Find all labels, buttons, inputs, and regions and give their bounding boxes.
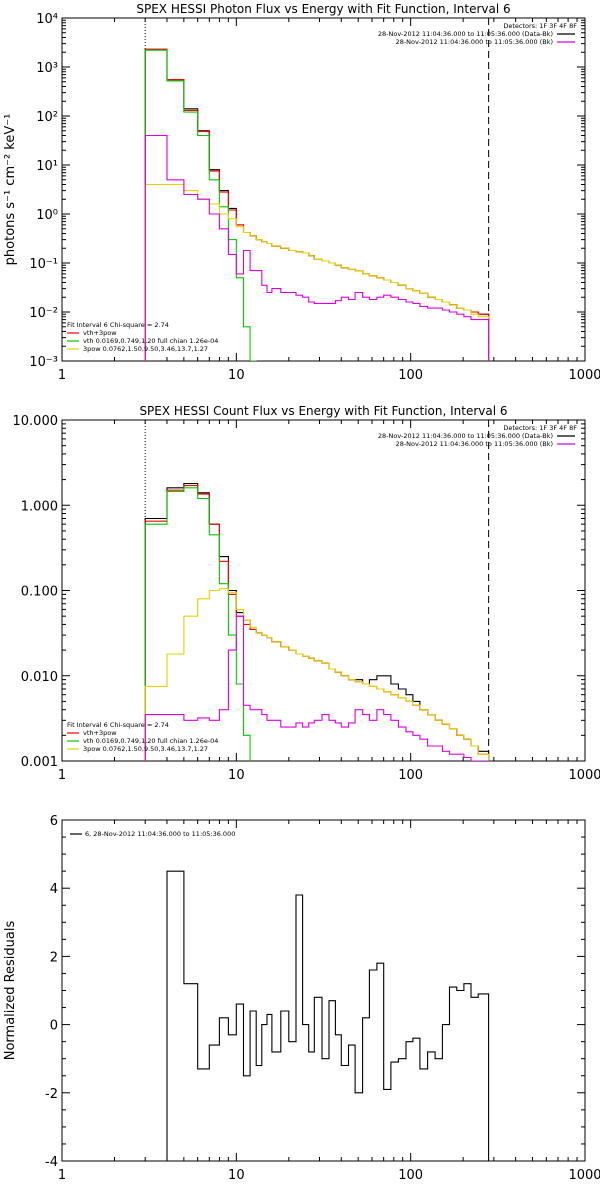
chart-title: SPEX HESSI Count Flux vs Energy with Fit… (139, 404, 507, 418)
legend-entry-label: vth 0.0169,0.749,1.20 full chian 1.26e-0… (83, 337, 218, 345)
series-group (145, 49, 488, 376)
y-tick-label: 6 (50, 814, 58, 829)
y-tick-label: 10⁻² (29, 306, 58, 321)
plot-frame (62, 820, 585, 1161)
x-tick-label: 10 (228, 368, 245, 383)
x-tick-label: 1000 (568, 1168, 600, 1183)
legend-entry-label: 28-Nov-2012 11:04:36.000 to 11:05:36.000… (396, 440, 553, 448)
legend-entry-label: 28-Nov-2012 11:04:36.000 to 11:05:36.000… (396, 38, 553, 46)
y-tick-label: 10⁰ (36, 208, 58, 223)
y-tick-label: 0.010 (21, 670, 58, 685)
legend-bottom: Fit Interval 6 Chi-square = 2.74vth+3pow… (67, 721, 218, 753)
legend-entry-label: 28-Nov-2012 11:04:36.000 to 11:05:36.000… (378, 432, 553, 440)
series-group (145, 871, 488, 1161)
y-tick-label: 0.001 (21, 755, 58, 770)
y-tick-label: 10⁻¹ (29, 257, 58, 272)
y-axis-label: Normalized Residuals (3, 921, 18, 1061)
x-tick-label: 10 (228, 1168, 245, 1183)
y-tick-label: 1.000 (21, 499, 58, 514)
plot-frame (62, 420, 585, 761)
legend-entry-label: vth 0.0169,0.749,1.20 full chian 1.26e-0… (83, 737, 218, 745)
y-tick-label: 10³ (36, 61, 58, 76)
y-tick-label: 10⁴ (36, 12, 58, 27)
legend-title: Detectors: 1F 3F 4F 8F (503, 424, 577, 432)
chart-title: SPEX HESSI Photon Flux vs Energy with Fi… (136, 2, 510, 16)
x-tick-label: 1 (58, 368, 66, 383)
legend-top: 6, 28-Nov-2012 11:04:36.000 to 11:05:36.… (70, 830, 235, 838)
chart-panel-1: SPEX HESSI Photon Flux vs Energy with Fi… (3, 2, 600, 383)
x-tick-label: 10 (228, 768, 245, 783)
series-line-data-bk (145, 49, 488, 363)
y-tick-label: 0 (50, 1019, 58, 1034)
legend-bottom: Fit Interval 6 Chi-square = 2.74vth+3pow… (67, 321, 218, 353)
chart-panel-3: 1 10 100 1000 -4 -2 0 2 4 6 Normalized Residuals 6,… (3, 814, 600, 1183)
x-tick-label: 100 (398, 1168, 423, 1183)
x-tick-label: 1000 (568, 368, 600, 383)
x-tick-label: 1000 (568, 768, 600, 783)
y-tick-label: 2 (50, 950, 58, 965)
legend-title: Detectors: 1F 3F 4F 8F (503, 22, 577, 30)
y-tick-label: 4 (50, 882, 58, 897)
y-tick-label: 10.000 (13, 414, 59, 429)
x-tick-label: 1 (58, 768, 66, 783)
legend-entry-label: 3pow 0.0762,1.50,9.50,3.46,13.7,1.27 (83, 345, 208, 353)
legend-entry-label: vth+3pow (83, 729, 117, 737)
legend-entry-label: vth+3pow (83, 329, 117, 337)
plot-frame (62, 18, 585, 361)
y-axis-label: photons s⁻¹ cm⁻² keV⁻¹ (3, 114, 18, 266)
fit-summary: Fit Interval 6 Chi-square = 2.74 (67, 321, 169, 329)
x-tick-label: 100 (398, 768, 423, 783)
y-tick-label: 10¹ (36, 159, 58, 174)
series-group (145, 484, 488, 770)
fit-summary: Fit Interval 6 Chi-square = 2.74 (67, 721, 169, 729)
y-tick-label: 10² (36, 110, 58, 125)
legend-entry-label: 28-Nov-2012 11:04:36.000 to 11:05:36.000… (378, 30, 553, 38)
x-tick-label: 100 (398, 368, 423, 383)
y-tick-label: 0.100 (21, 585, 58, 600)
chart-panel-2: SPEX HESSI Count Flux vs Energy with Fit… (13, 404, 600, 783)
legend-entry-label: 6, 28-Nov-2012 11:04:36.000 to 11:05:36.… (85, 830, 235, 838)
series-line-6 (145, 871, 488, 1161)
x-tick-label: 1 (58, 1168, 66, 1183)
series-line-data-bk (145, 484, 488, 764)
series-line-vth-3pow (145, 486, 488, 763)
legend-entry-label: 3pow 0.0762,1.50,9.50,3.46,13.7,1.27 (83, 745, 208, 753)
series-line-vth-3pow (145, 49, 488, 363)
y-tick-label: -4 (45, 1155, 58, 1170)
y-tick-label: -2 (45, 1087, 58, 1102)
series-line-bk (145, 136, 488, 364)
y-tick-label: 10⁻³ (29, 355, 58, 370)
